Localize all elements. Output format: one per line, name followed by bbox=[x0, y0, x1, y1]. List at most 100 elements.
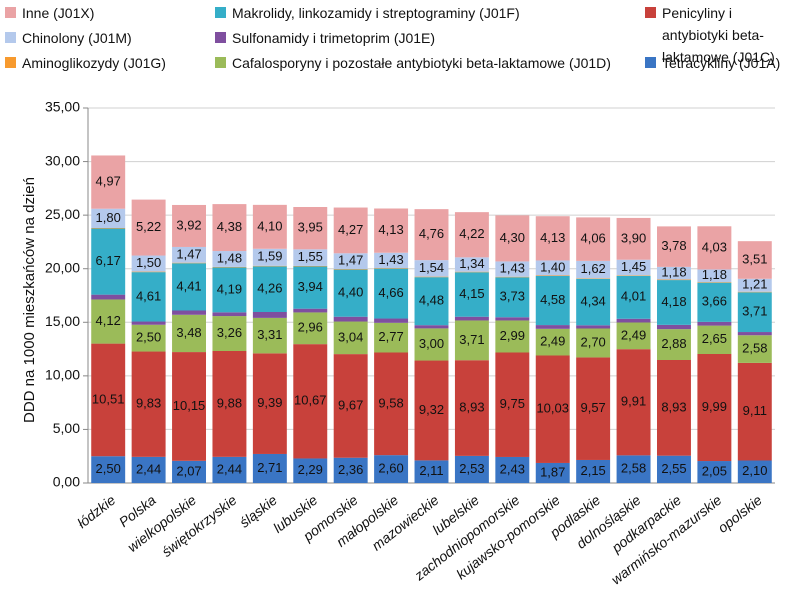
bar-segment bbox=[535, 276, 570, 326]
bar-segment bbox=[697, 354, 732, 462]
bar-segment bbox=[374, 268, 409, 269]
bar-segment bbox=[737, 278, 772, 292]
bar-segment bbox=[91, 228, 126, 295]
value-label: 2,71 bbox=[257, 460, 282, 475]
value-label: 4,18 bbox=[661, 294, 686, 309]
legend-label: Chinolony (J01M) bbox=[22, 30, 132, 46]
bar-segment bbox=[454, 320, 489, 361]
bar-segment bbox=[333, 207, 368, 254]
bar-segment bbox=[454, 455, 489, 483]
bar-segment bbox=[737, 332, 772, 336]
value-label: 3,66 bbox=[702, 294, 727, 309]
value-label: 2,88 bbox=[661, 336, 686, 351]
value-label: 2,15 bbox=[580, 463, 605, 478]
legend-item: Sulfonamidy i trimetoprim (J01E) bbox=[215, 27, 635, 49]
value-label: 9,67 bbox=[338, 397, 363, 412]
value-label: 4,15 bbox=[459, 286, 484, 301]
legend-label: Penicyliny i antybiotyki beta-laktamowe … bbox=[662, 5, 775, 65]
bar-segment bbox=[616, 259, 651, 276]
bar-segment bbox=[576, 459, 611, 483]
bar-segment bbox=[495, 317, 530, 321]
bar-segment bbox=[293, 207, 328, 250]
bar-segment bbox=[495, 456, 530, 483]
bar-segment bbox=[656, 360, 691, 456]
bar-segment bbox=[616, 455, 651, 483]
bar-segment bbox=[616, 349, 651, 456]
bar-segment bbox=[535, 328, 570, 356]
value-label: 10,67 bbox=[294, 393, 327, 408]
value-label: 4,10 bbox=[257, 218, 282, 233]
value-label: 2,44 bbox=[217, 461, 242, 476]
bar-segment bbox=[374, 252, 409, 269]
bar-segment bbox=[414, 360, 449, 461]
bar-segment bbox=[252, 317, 287, 354]
bar-segment bbox=[656, 329, 691, 360]
value-label: 1,87 bbox=[540, 464, 565, 479]
bar-segment bbox=[656, 266, 691, 280]
value-label: 3,26 bbox=[217, 325, 242, 340]
y-tick-label: 20,00 bbox=[45, 259, 80, 275]
value-label: 9,11 bbox=[743, 403, 767, 418]
value-label: 4,97 bbox=[96, 174, 121, 189]
bar-segment bbox=[374, 208, 409, 253]
value-label: 2,50 bbox=[136, 330, 161, 345]
bar-segment bbox=[737, 362, 772, 461]
value-label: 4,41 bbox=[176, 278, 201, 293]
legend-swatch bbox=[645, 7, 656, 18]
bar-segment bbox=[656, 455, 691, 483]
value-label: 2,07 bbox=[176, 463, 201, 478]
bar-segment bbox=[333, 354, 368, 458]
value-label: 1,34 bbox=[459, 256, 484, 271]
bar-segment bbox=[293, 308, 328, 313]
bar-segment bbox=[737, 335, 772, 363]
bar-segment bbox=[697, 325, 732, 354]
bar-segment bbox=[333, 316, 368, 322]
value-label: 4,27 bbox=[338, 222, 363, 237]
value-label: 4,19 bbox=[217, 281, 242, 296]
bar-segment bbox=[697, 226, 732, 270]
bar-segment bbox=[576, 357, 611, 460]
bar-segment bbox=[252, 265, 287, 267]
bar-segment bbox=[172, 262, 207, 264]
bar-segment bbox=[293, 458, 328, 483]
bar-segment bbox=[172, 310, 207, 315]
bar-segment bbox=[252, 312, 287, 318]
bar-segment bbox=[131, 456, 166, 483]
bar-segment bbox=[576, 278, 611, 279]
bar-segment bbox=[414, 328, 449, 361]
bar-segment bbox=[212, 267, 247, 313]
value-label: 1,59 bbox=[257, 249, 282, 264]
bar-segment bbox=[91, 155, 126, 209]
bar-segment bbox=[374, 352, 409, 456]
value-label: 3,78 bbox=[661, 238, 686, 253]
value-label: 9,75 bbox=[500, 396, 525, 411]
bar-segment bbox=[576, 217, 611, 261]
value-label: 4,48 bbox=[419, 293, 444, 308]
value-label: 4,13 bbox=[378, 222, 403, 237]
bar-segment bbox=[454, 360, 489, 456]
bar-segment bbox=[576, 328, 611, 358]
bar-segment bbox=[454, 271, 489, 273]
value-label: 1,54 bbox=[419, 260, 444, 275]
value-label: 3,00 bbox=[419, 336, 444, 351]
bar-segment bbox=[131, 199, 166, 256]
value-label: 9,88 bbox=[217, 395, 242, 410]
value-label: 3,94 bbox=[298, 279, 323, 294]
bar-segment bbox=[293, 266, 328, 309]
value-label: 1,50 bbox=[136, 255, 161, 270]
value-label: 10,51 bbox=[92, 391, 125, 406]
bar-segment bbox=[495, 261, 530, 277]
value-label: 3,04 bbox=[338, 329, 363, 344]
y-tick-label: 25,00 bbox=[45, 206, 80, 222]
bar-segment bbox=[172, 460, 207, 483]
legend-label: Inne (J01X) bbox=[22, 5, 95, 21]
value-label: 3,95 bbox=[298, 220, 323, 235]
bar-segment bbox=[212, 351, 247, 457]
bar-segment bbox=[333, 321, 368, 355]
bar-segment bbox=[535, 355, 570, 463]
value-label: 4,06 bbox=[580, 231, 605, 246]
bar-segment bbox=[91, 456, 126, 483]
bar-segment bbox=[576, 325, 611, 329]
value-label: 8,93 bbox=[661, 399, 686, 414]
